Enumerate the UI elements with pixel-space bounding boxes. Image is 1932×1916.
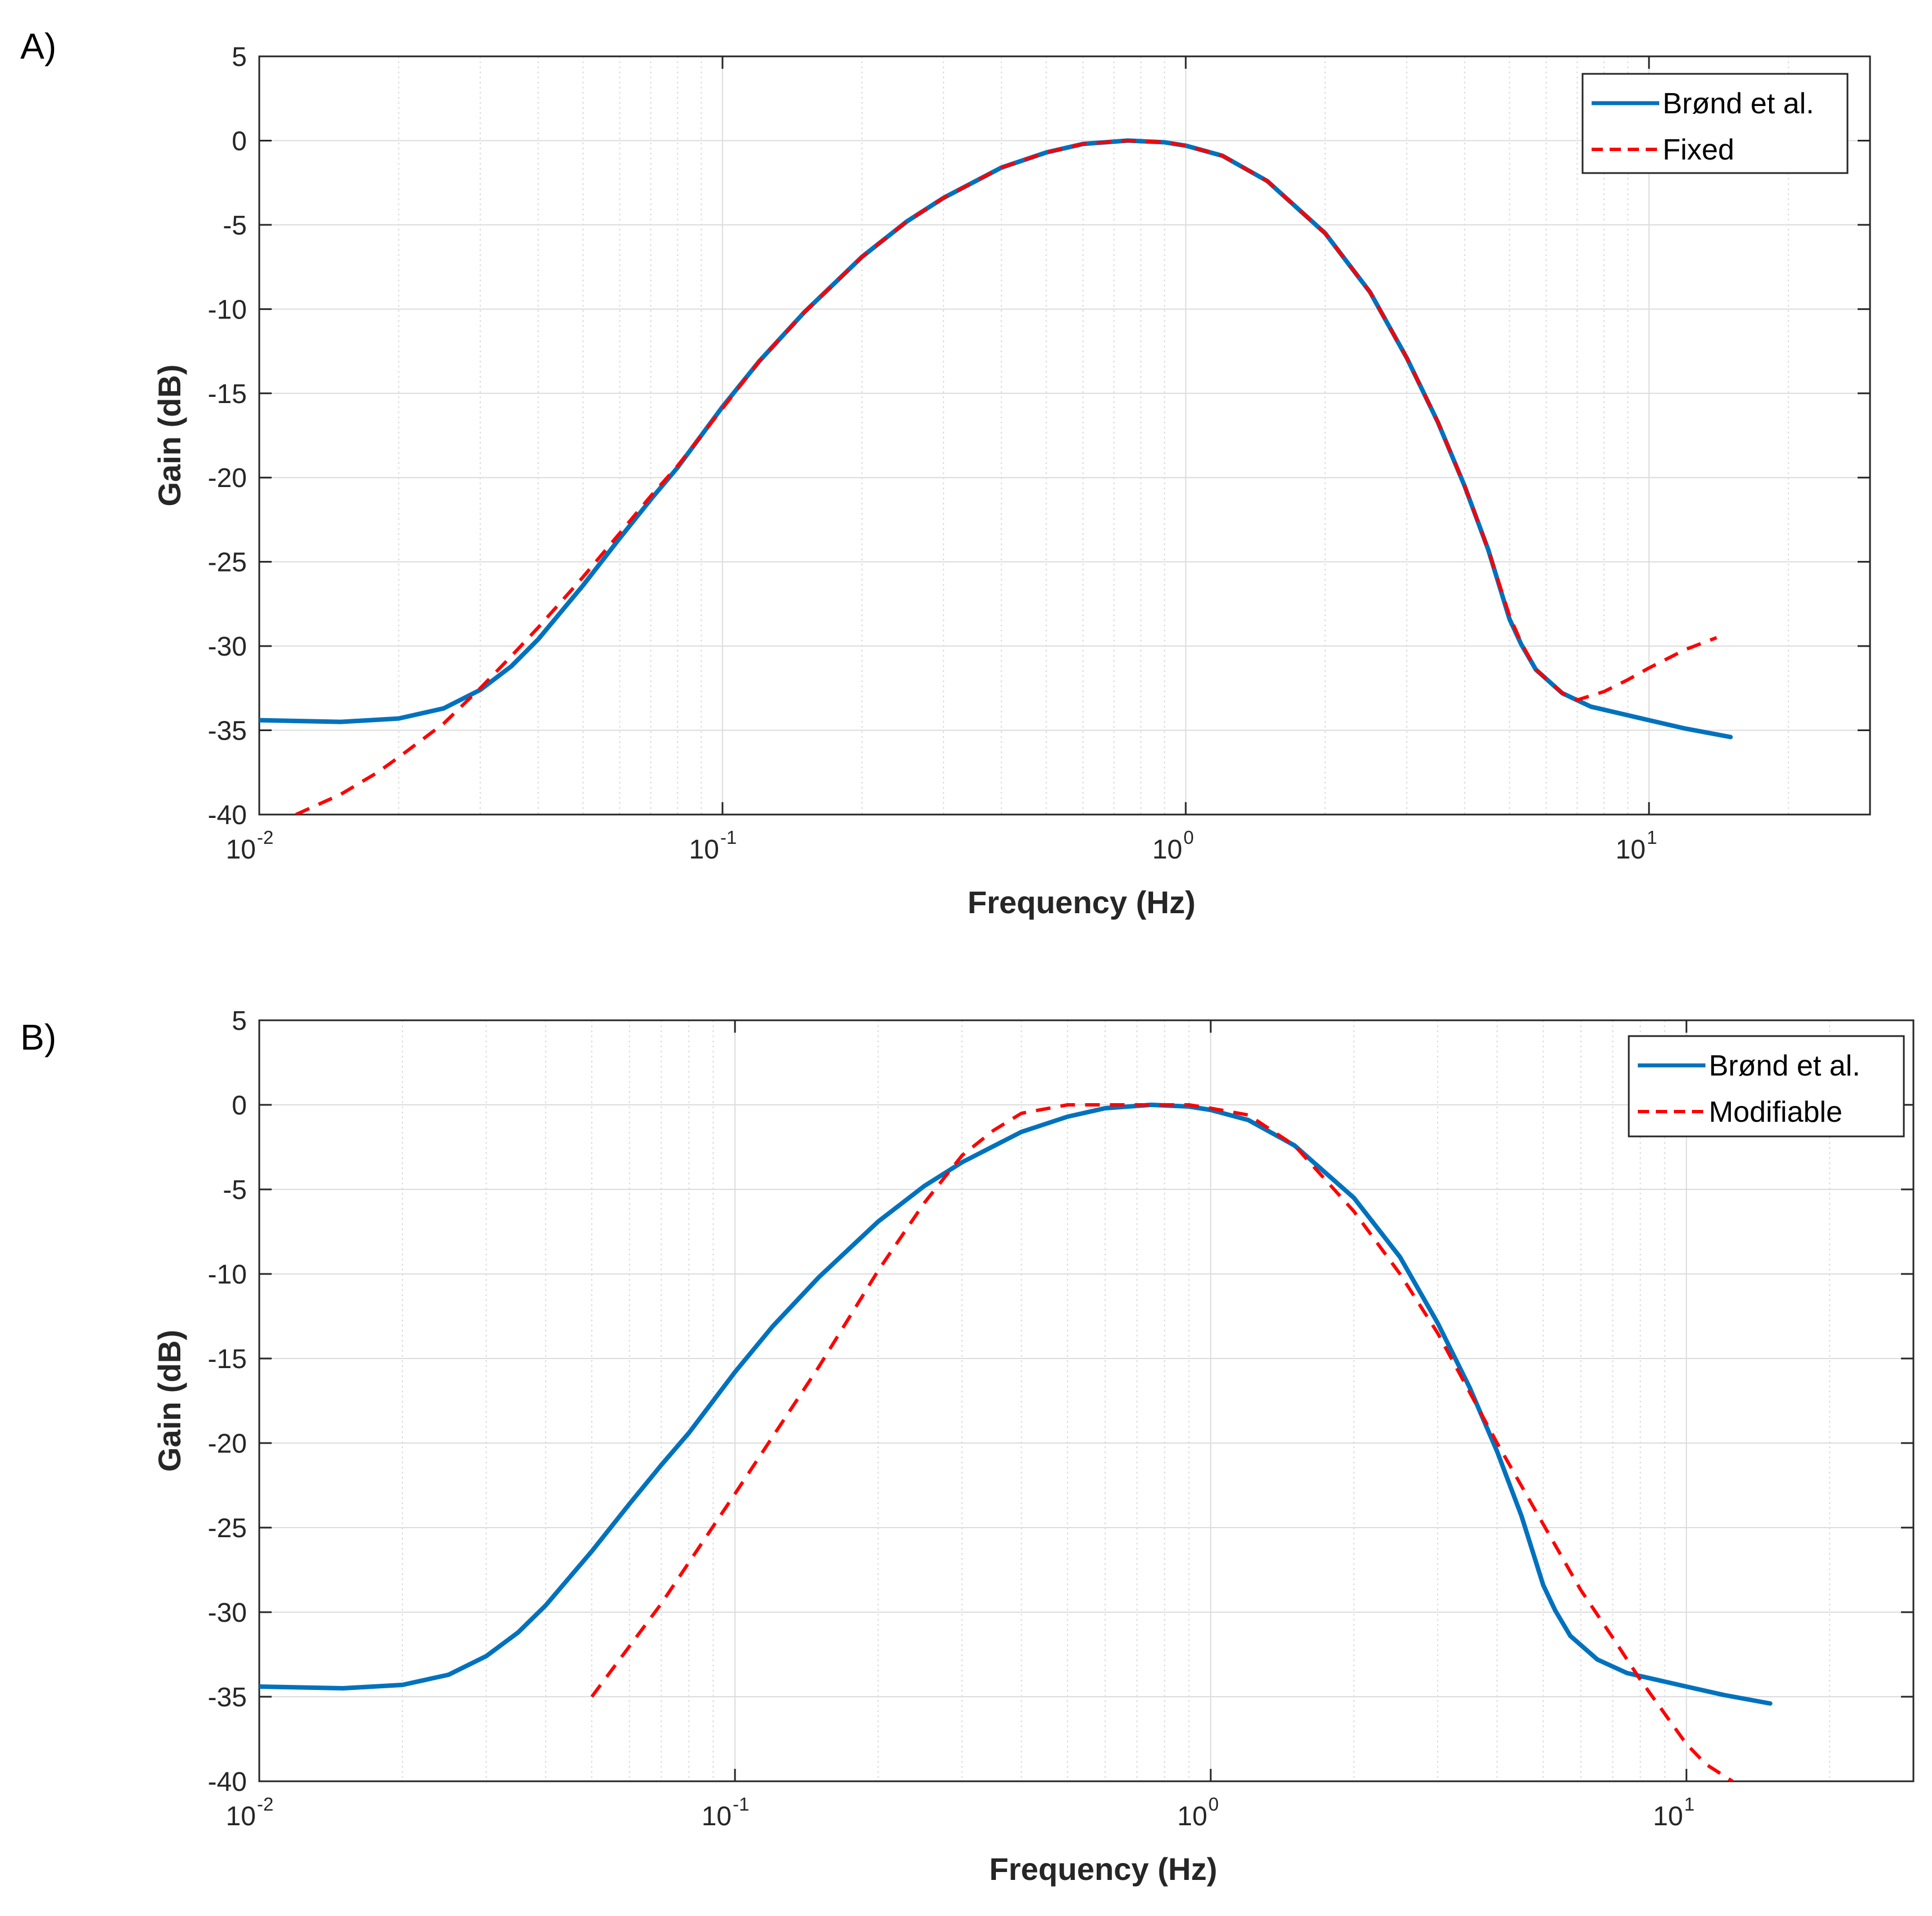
- y-tick-label: -10: [208, 1260, 247, 1290]
- x-tick-exponent: -2: [257, 1794, 273, 1815]
- y-tick-label: -30: [208, 632, 247, 662]
- x-tick-exponent: 1: [1684, 1794, 1694, 1815]
- y-tick-label: -35: [208, 716, 247, 746]
- x-tick-exponent: -2: [257, 827, 273, 848]
- legend-box: [1628, 1035, 1905, 1138]
- y-tick-label: 0: [232, 126, 247, 156]
- series-line: [590, 1103, 1734, 1781]
- y-tick-label: -5: [223, 1175, 247, 1205]
- x-tick-label: 10 -2: [226, 827, 274, 865]
- panel-label: B): [20, 1017, 56, 1057]
- y-tick-label: -20: [208, 463, 247, 493]
- plot-area: [259, 56, 1870, 815]
- legend-label: Brønd et al.: [1709, 1050, 1860, 1082]
- y-axis-title: Gain (dB): [152, 365, 187, 507]
- x-tick-base: 10: [1152, 835, 1182, 865]
- y-axis-title: Gain (dB): [152, 1330, 187, 1472]
- x-tick-exponent: 0: [1184, 827, 1194, 848]
- x-tick-exponent: -1: [720, 827, 737, 848]
- y-tick-label: -40: [208, 1767, 247, 1797]
- x-tick-exponent: -1: [733, 1794, 749, 1815]
- x-tick-label: 10 1: [1615, 827, 1657, 865]
- plot-area: [259, 1020, 1913, 1781]
- x-tick-base: 10: [1615, 835, 1645, 865]
- y-tick-label: -25: [208, 1514, 247, 1543]
- y-tick-label: -20: [208, 1429, 247, 1459]
- y-tick-label: -40: [208, 800, 247, 830]
- legend-box: [1581, 73, 1849, 174]
- legend: Brønd et al. Modifiable: [1628, 1035, 1905, 1138]
- x-tick-base: 10: [1653, 1802, 1683, 1831]
- y-tick-label: 0: [232, 1091, 247, 1121]
- y-tick-label: -35: [208, 1683, 247, 1713]
- legend-label: Modifiable: [1709, 1096, 1842, 1129]
- x-tick-base: 10: [1177, 1802, 1207, 1831]
- legend: Brønd et al. Fixed: [1581, 73, 1849, 174]
- x-tick-label: 10 -1: [689, 827, 737, 865]
- y-tick-label: -15: [208, 379, 247, 409]
- series-brond: [259, 1103, 1773, 1706]
- series-modifiable: [590, 1103, 1734, 1781]
- y-tick-label: -5: [223, 211, 247, 241]
- x-tick-exponent: 0: [1208, 1794, 1218, 1815]
- x-tick-base: 10: [702, 1802, 732, 1831]
- axes-box: [258, 55, 1871, 816]
- x-tick-base: 10: [689, 835, 719, 865]
- x-tick-label: 10 -2: [226, 1794, 274, 1831]
- y-tick-label: 5: [232, 42, 247, 72]
- x-tick-base: 10: [226, 1802, 256, 1831]
- y-tick-label: -25: [208, 548, 247, 578]
- y-tick-label: -30: [208, 1598, 247, 1628]
- series-line: [295, 139, 1717, 815]
- y-tick-label: -15: [208, 1344, 247, 1374]
- y-tick-label: 5: [232, 1006, 247, 1036]
- x-axis-title: Frequency (Hz): [968, 884, 1196, 920]
- series-line: [259, 1103, 1773, 1706]
- x-tick-label: 10 -1: [702, 1794, 750, 1831]
- x-tick-label: 10 0: [1177, 1794, 1219, 1831]
- x-tick-label: 10 1: [1653, 1794, 1695, 1831]
- panel-label: A): [20, 26, 56, 67]
- y-tick-label: -10: [208, 295, 247, 325]
- legend-label: Fixed: [1663, 134, 1734, 166]
- legend-label: Brønd et al.: [1663, 87, 1814, 120]
- x-tick-label: 10 0: [1152, 827, 1194, 865]
- axes-box: [258, 1019, 1915, 1782]
- series-fixed: [295, 139, 1717, 815]
- x-tick-base: 10: [226, 835, 256, 865]
- x-axis-title: Frequency (Hz): [989, 1851, 1217, 1887]
- x-tick-exponent: 1: [1647, 827, 1657, 848]
